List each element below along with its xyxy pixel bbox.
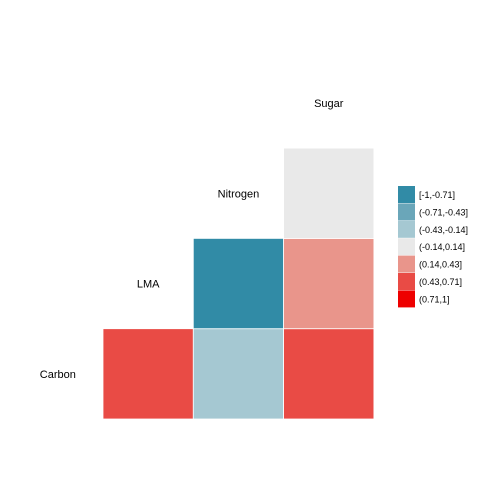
variable-label-lma: LMA [137, 279, 160, 291]
heatmap-cell-sugar-lma [283, 237, 375, 330]
variable-labels: Carbon LMA Nitrogen Sugar [40, 98, 344, 381]
heatmap-cell-nitrogen-carbon [192, 328, 285, 420]
legend-label: (-0.14,0.14] [419, 242, 465, 252]
legend-swatch [398, 220, 415, 238]
legend: [-1,-0.71] (-0.71,-0.43] (-0.43,-0.14] (-0.… [398, 186, 468, 308]
variable-label-carbon: Carbon [40, 369, 76, 381]
heatmap-cell-nitrogen-lma [192, 237, 285, 330]
legend-swatch [398, 255, 415, 273]
legend-swatch [398, 186, 415, 203]
legend-swatch [398, 290, 415, 308]
variable-label-nitrogen: Nitrogen [218, 188, 260, 200]
legend-label: (0.14,0.43] [419, 260, 462, 270]
heatmap-cell-sugar-nitrogen [283, 147, 375, 239]
legend-swatch [398, 273, 415, 290]
heatmap-cells [102, 147, 375, 420]
variable-label-sugar: Sugar [314, 98, 344, 110]
legend-label: [-1,-0.71] [419, 190, 455, 200]
legend-label: (-0.71,-0.43] [419, 207, 468, 217]
legend-label: (-0.43,-0.14] [419, 225, 468, 235]
heatmap-cell-sugar-carbon [283, 328, 375, 420]
heatmap-cell-lma-carbon [102, 328, 194, 420]
legend-swatch [398, 203, 415, 221]
legend-label: (0.71,1] [419, 294, 450, 304]
legend-label: (0.43,0.71] [419, 277, 462, 287]
legend-swatch [398, 238, 415, 256]
